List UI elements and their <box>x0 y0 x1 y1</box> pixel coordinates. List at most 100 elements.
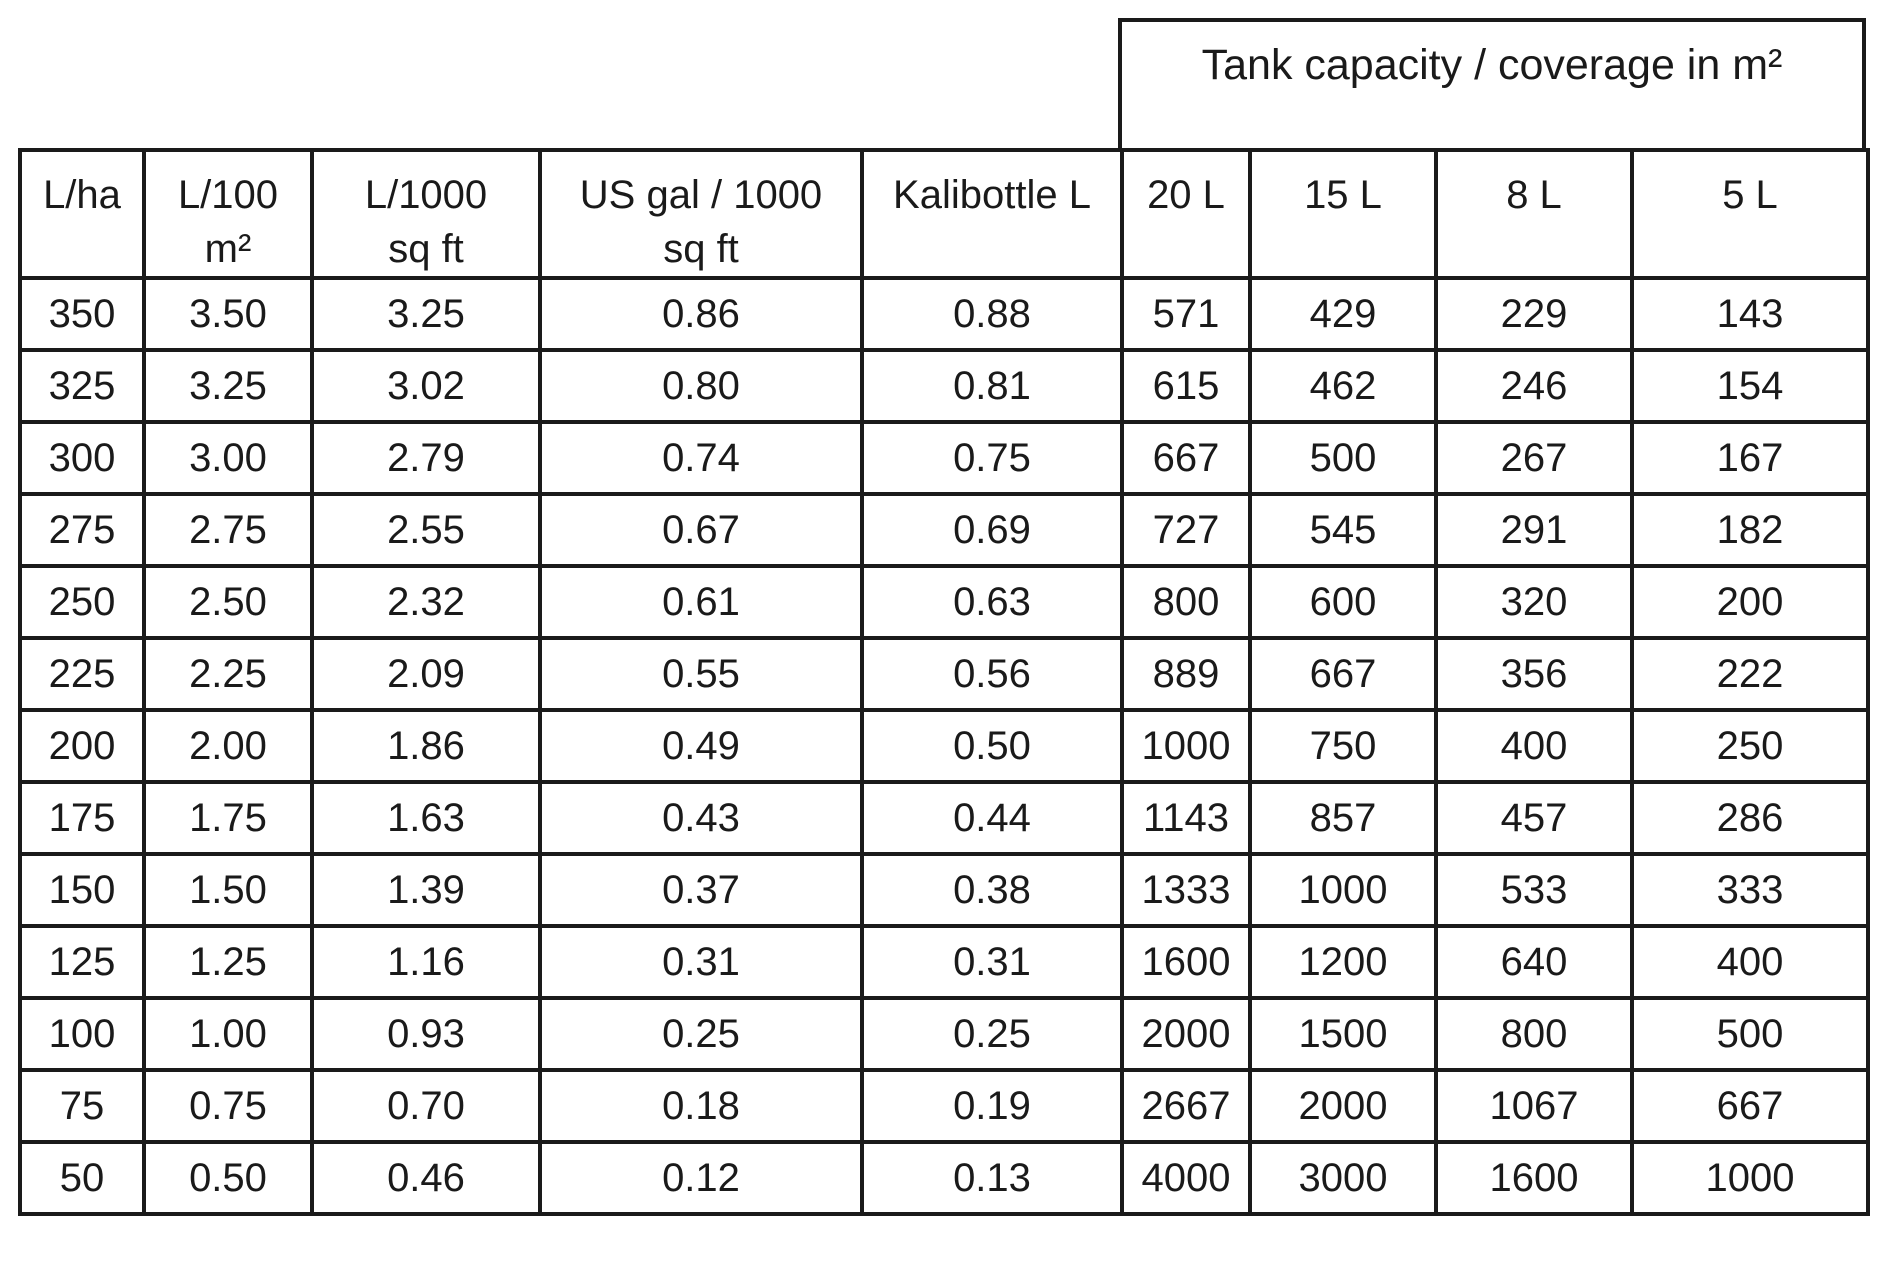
column-header: 8 L <box>1434 148 1634 280</box>
column-header: L/ha <box>18 148 146 280</box>
table-cell: 125 <box>18 924 146 1000</box>
column-header-line: m² <box>204 227 252 271</box>
table-cell: 0.74 <box>538 420 864 496</box>
table-cell: 246 <box>1434 348 1634 424</box>
table-row: 125 1.25 1.16 0.31 0.31 1600 1200 640 400 <box>18 924 1870 1000</box>
table-cell: 2.00 <box>142 708 314 784</box>
table-cell: 356 <box>1434 636 1634 712</box>
table-cell: 50 <box>18 1140 146 1216</box>
table-cell: 0.25 <box>538 996 864 1072</box>
table-cell: 154 <box>1630 348 1870 424</box>
table-row: 350 3.50 3.25 0.86 0.88 571 429 229 143 <box>18 276 1870 352</box>
column-header-line: Kalibottle L <box>893 173 1091 217</box>
table-cell: 800 <box>1434 996 1634 1072</box>
table-row: 300 3.00 2.79 0.74 0.75 667 500 267 167 <box>18 420 1870 496</box>
table-cell: 457 <box>1434 780 1634 856</box>
table-cell: 429 <box>1248 276 1438 352</box>
table-cell: 2.09 <box>310 636 542 712</box>
table-row: 250 2.50 2.32 0.61 0.63 800 600 320 200 <box>18 564 1870 640</box>
table-cell: 250 <box>1630 708 1870 784</box>
table-row: 325 3.25 3.02 0.80 0.81 615 462 246 154 <box>18 348 1870 424</box>
table-cell: 1.50 <box>142 852 314 928</box>
table-body: 350 3.50 3.25 0.86 0.88 571 429 229 143 325 3.25 3.… <box>18 276 1870 1216</box>
table-cell: 1200 <box>1248 924 1438 1000</box>
table-cell: 600 <box>1248 564 1438 640</box>
table-cell: 667 <box>1120 420 1252 496</box>
table-cell: 2.50 <box>142 564 314 640</box>
table-cell: 889 <box>1120 636 1252 712</box>
table-cell: 320 <box>1434 564 1634 640</box>
table-cell: 0.55 <box>538 636 864 712</box>
table-cell: 615 <box>1120 348 1252 424</box>
table-cell: 75 <box>18 1068 146 1144</box>
table-row: 225 2.25 2.09 0.55 0.56 889 667 356 222 <box>18 636 1870 712</box>
table-cell: 0.38 <box>860 852 1124 928</box>
table-cell: 2.32 <box>310 564 542 640</box>
table-cell: 250 <box>18 564 146 640</box>
column-header-line: sq ft <box>663 227 739 271</box>
table-cell: 0.19 <box>860 1068 1124 1144</box>
table-cell: 0.43 <box>538 780 864 856</box>
table-cell: 0.80 <box>538 348 864 424</box>
table-cell: 3.25 <box>310 276 542 352</box>
table-cell: 325 <box>18 348 146 424</box>
table-cell: 0.88 <box>860 276 1124 352</box>
table-cell: 500 <box>1248 420 1438 496</box>
table-cell: 0.69 <box>860 492 1124 568</box>
table-cell: 0.13 <box>860 1140 1124 1216</box>
table-cell: 267 <box>1434 420 1634 496</box>
table-cell: 1600 <box>1120 924 1252 1000</box>
table-row: 50 0.50 0.46 0.12 0.13 4000 3000 1600 1000 <box>18 1140 1870 1216</box>
table-cell: 0.44 <box>860 780 1124 856</box>
table-cell: 350 <box>18 276 146 352</box>
table-cell: 0.37 <box>538 852 864 928</box>
application-rate-table: L/ha L/100 m² L/1000 sq ft US gal / 1000 sq ft… <box>18 148 1870 1216</box>
table-row: 150 1.50 1.39 0.37 0.38 1333 1000 533 333 <box>18 852 1870 928</box>
column-header-line: 15 L <box>1304 173 1382 217</box>
table-cell: 0.50 <box>860 708 1124 784</box>
table-cell: 0.12 <box>538 1140 864 1216</box>
table-cell: 400 <box>1434 708 1634 784</box>
table-cell: 571 <box>1120 276 1252 352</box>
table-cell: 857 <box>1248 780 1438 856</box>
column-header: L/1000 sq ft <box>310 148 542 280</box>
table-cell: 0.31 <box>538 924 864 1000</box>
column-header-line: 20 L <box>1147 173 1225 217</box>
table-cell: 0.86 <box>538 276 864 352</box>
table-cell: 1.00 <box>142 996 314 1072</box>
table-cell: 182 <box>1630 492 1870 568</box>
table-cell: 2.55 <box>310 492 542 568</box>
column-header-line: US gal / 1000 <box>579 173 823 217</box>
table-cell: 3.02 <box>310 348 542 424</box>
table-cell: 333 <box>1630 852 1870 928</box>
table-cell: 1600 <box>1434 1140 1634 1216</box>
table-cell: 667 <box>1248 636 1438 712</box>
table-cell: 1333 <box>1120 852 1252 928</box>
table-cell: 1000 <box>1120 708 1252 784</box>
column-header: 15 L <box>1248 148 1438 280</box>
table-cell: 2667 <box>1120 1068 1252 1144</box>
table-row: 200 2.00 1.86 0.49 0.50 1000 750 400 250 <box>18 708 1870 784</box>
table-cell: 2.79 <box>310 420 542 496</box>
table-cell: 167 <box>1630 420 1870 496</box>
table-cell: 0.49 <box>538 708 864 784</box>
table-row: 275 2.75 2.55 0.67 0.69 727 545 291 182 <box>18 492 1870 568</box>
table-cell: 1067 <box>1434 1068 1634 1144</box>
table-cell: 0.50 <box>142 1140 314 1216</box>
table-cell: 1.75 <box>142 780 314 856</box>
table-cell: 667 <box>1630 1068 1870 1144</box>
table-row: 175 1.75 1.63 0.43 0.44 1143 857 457 286 <box>18 780 1870 856</box>
table-cell: 500 <box>1630 996 1870 1072</box>
table-cell: 0.70 <box>310 1068 542 1144</box>
column-header-line: sq ft <box>388 227 464 271</box>
table-cell: 175 <box>18 780 146 856</box>
table-cell: 0.63 <box>860 564 1124 640</box>
table-header: L/ha L/100 m² L/1000 sq ft US gal / 1000 sq ft… <box>18 148 1870 280</box>
column-header-line: L/100 <box>177 173 279 217</box>
column-header: 5 L <box>1630 148 1870 280</box>
table-cell: 1.39 <box>310 852 542 928</box>
table-cell: 1143 <box>1120 780 1252 856</box>
table-cell: 533 <box>1434 852 1634 928</box>
column-header-line: 8 L <box>1506 173 1562 217</box>
table-row: 100 1.00 0.93 0.25 0.25 2000 1500 800 500 <box>18 996 1870 1072</box>
